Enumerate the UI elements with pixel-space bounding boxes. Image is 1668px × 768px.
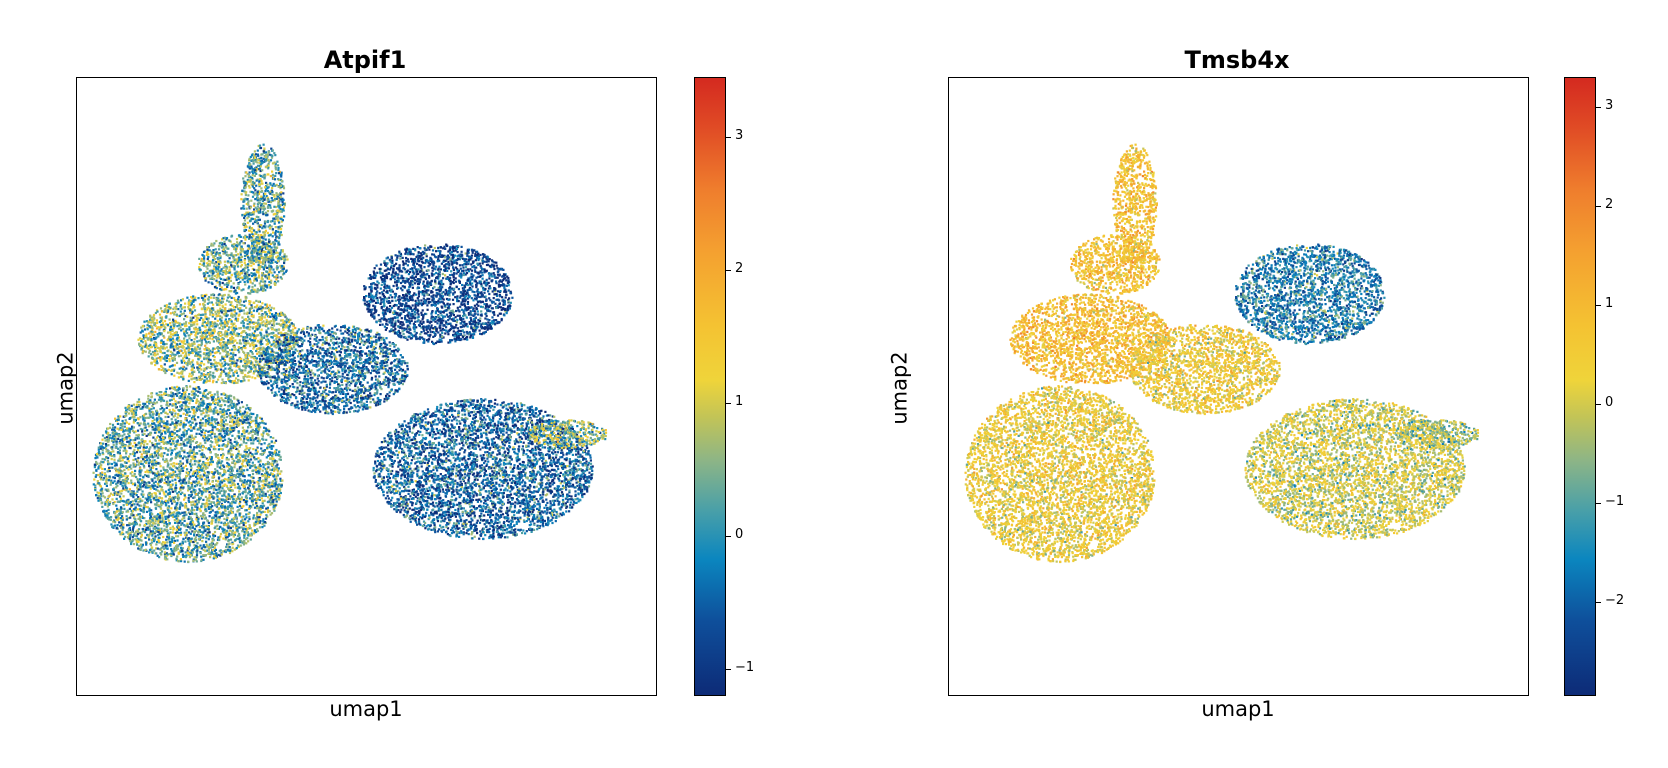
colorbar-tick-label: 3	[1605, 98, 1613, 113]
region-upper-right-arm	[1234, 243, 1386, 346]
region-center	[1129, 324, 1281, 416]
colorbar-tick-label: −2	[1605, 593, 1624, 608]
region-right-mass	[372, 398, 594, 541]
colorbar-tick-label: 2	[735, 261, 743, 276]
region-right-mass	[1244, 398, 1466, 541]
colorbar	[694, 77, 726, 696]
y-axis-label: umap2	[54, 351, 78, 424]
y-axis-label: umap2	[888, 351, 912, 424]
colorbar-tick-label: 0	[735, 527, 743, 542]
chart-title: Tmsb4x	[937, 46, 1537, 74]
chart-title: Atpif1	[65, 46, 665, 74]
x-axis-label: umap1	[1138, 697, 1338, 721]
colorbar-ticks: −2 −1 0 1 2 3	[1596, 77, 1656, 696]
panel-atpif1: Atpif1 umap2 umap1 −1 0 1 2 3	[54, 46, 786, 721]
colorbar-tick-label: 2	[1605, 197, 1613, 212]
umap-scatter	[964, 143, 1480, 564]
region-right-tip	[528, 419, 608, 449]
region-bottom-left-mass	[964, 385, 1156, 564]
scatter-plot-area	[948, 77, 1529, 696]
colorbar-tick-label: 0	[1605, 395, 1613, 410]
region-top-stalk	[1112, 143, 1158, 264]
region-center	[257, 324, 409, 416]
colorbar-ticks: −1 0 1 2 3	[726, 77, 786, 696]
colorbar	[1564, 77, 1596, 696]
colorbar-tick-label: 1	[735, 394, 743, 409]
region-right-tip	[1400, 419, 1480, 449]
x-axis-label: umap1	[266, 697, 466, 721]
scatter-plot-area	[76, 77, 657, 696]
region-upper-right-arm	[362, 243, 514, 346]
panel-tmsb4x: Tmsb4x umap2 umap1 −2 −1 0 1 2 3	[834, 0, 1668, 768]
region-bottom-left-mass	[92, 385, 284, 564]
colorbar-tick-label: −1	[735, 660, 754, 675]
umap-scatter	[92, 143, 608, 564]
colorbar-tick-label: −1	[1605, 494, 1624, 509]
colorbar-tick-label: 3	[735, 128, 743, 143]
region-top-stalk	[240, 143, 286, 264]
colorbar-tick-label: 1	[1605, 296, 1613, 311]
